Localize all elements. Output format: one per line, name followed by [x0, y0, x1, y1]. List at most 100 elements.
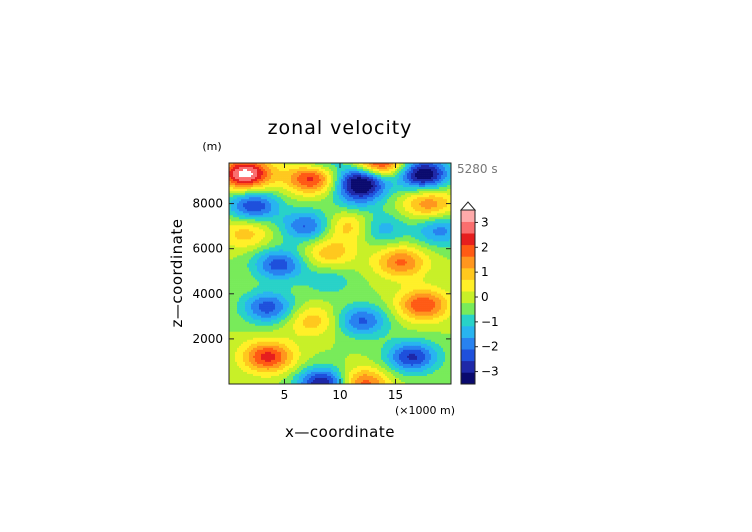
- field-cell: [397, 239, 400, 242]
- field-cell: [327, 169, 330, 172]
- field-cell: [265, 163, 268, 166]
- field-cell: [359, 195, 362, 198]
- field-cell: [285, 225, 288, 228]
- field-cell: [395, 189, 398, 192]
- field-cell: [341, 209, 344, 212]
- field-cell: [331, 173, 334, 176]
- field-cell: [403, 203, 406, 206]
- field-cell: [319, 223, 322, 226]
- field-cell: [335, 189, 338, 192]
- field-cell: [251, 217, 254, 220]
- field-cell: [285, 207, 288, 210]
- field-cell: [449, 179, 452, 182]
- field-cell: [445, 225, 448, 228]
- field-cell: [355, 177, 358, 180]
- field-cell: [251, 199, 254, 202]
- field-cell: [279, 179, 282, 182]
- field-cell: [235, 175, 238, 178]
- field-cell: [359, 223, 362, 226]
- field-cell: [431, 199, 434, 202]
- field-cell: [387, 195, 390, 198]
- field-cell: [367, 247, 370, 250]
- field-cell: [383, 225, 386, 228]
- field-cell: [303, 201, 306, 204]
- field-cell: [435, 191, 438, 194]
- field-cell: [239, 217, 242, 220]
- field-cell: [383, 241, 386, 244]
- field-cell: [283, 195, 286, 198]
- field-cell: [341, 179, 344, 182]
- field-cell: [261, 185, 264, 188]
- field-cell: [391, 197, 394, 200]
- field-cell: [247, 207, 250, 210]
- field-cell: [421, 199, 424, 202]
- field-cell: [385, 213, 388, 216]
- field-cell: [299, 225, 302, 228]
- field-cell: [407, 227, 410, 230]
- field-cell: [295, 179, 298, 182]
- field-cell: [399, 211, 402, 214]
- field-cell: [369, 197, 372, 200]
- field-cell: [373, 179, 376, 182]
- field-cell: [425, 205, 428, 208]
- field-cell: [415, 233, 418, 236]
- field-cell: [327, 171, 330, 174]
- field-cell: [393, 171, 396, 174]
- field-cell: [355, 225, 358, 228]
- field-cell: [325, 207, 328, 210]
- field-cell: [373, 197, 376, 200]
- field-cell: [293, 213, 296, 216]
- field-cell: [313, 191, 316, 194]
- field-cell: [275, 239, 278, 242]
- field-cell: [323, 239, 326, 242]
- field-cell: [437, 215, 440, 218]
- field-cell: [281, 177, 284, 180]
- field-cell: [243, 233, 246, 236]
- field-cell: [413, 229, 416, 232]
- field-cell: [441, 175, 444, 178]
- field-cell: [309, 239, 312, 242]
- field-cell: [359, 207, 362, 210]
- field-cell: [375, 245, 378, 248]
- field-cell: [287, 237, 290, 240]
- field-cell: [411, 249, 414, 252]
- field-cell: [281, 175, 284, 178]
- field-cell: [365, 167, 368, 170]
- field-cell: [239, 215, 242, 218]
- field-cell: [303, 167, 306, 170]
- field-cell: [235, 191, 238, 194]
- field-cell: [415, 229, 418, 232]
- field-cell: [395, 173, 398, 176]
- field-cell: [365, 213, 368, 216]
- field-cell: [373, 177, 376, 180]
- field-cell: [437, 185, 440, 188]
- field-cell: [319, 239, 322, 242]
- field-cell: [423, 183, 426, 186]
- field-cell: [377, 241, 380, 244]
- field-cell: [323, 165, 326, 168]
- field-cell: [243, 247, 246, 250]
- field-cell: [429, 173, 432, 176]
- field-cell: [233, 243, 236, 246]
- field-cell: [331, 175, 334, 178]
- field-cell: [409, 239, 412, 242]
- field-cell: [239, 201, 242, 204]
- field-cell: [441, 249, 444, 252]
- field-cell: [383, 177, 386, 180]
- field-cell: [297, 223, 300, 226]
- field-cell: [369, 173, 372, 176]
- field-cell: [275, 221, 278, 224]
- field-cell: [351, 173, 354, 176]
- field-cell: [369, 201, 372, 204]
- field-cell: [359, 177, 362, 180]
- field-cell: [331, 225, 334, 228]
- field-cell: [421, 245, 424, 248]
- field-cell: [257, 181, 260, 184]
- field-cell: [417, 223, 420, 226]
- field-cell: [291, 251, 294, 254]
- field-cell: [333, 209, 336, 212]
- field-cell: [323, 169, 326, 172]
- field-cell: [289, 231, 292, 234]
- field-cell: [249, 229, 252, 232]
- field-cell: [385, 247, 388, 250]
